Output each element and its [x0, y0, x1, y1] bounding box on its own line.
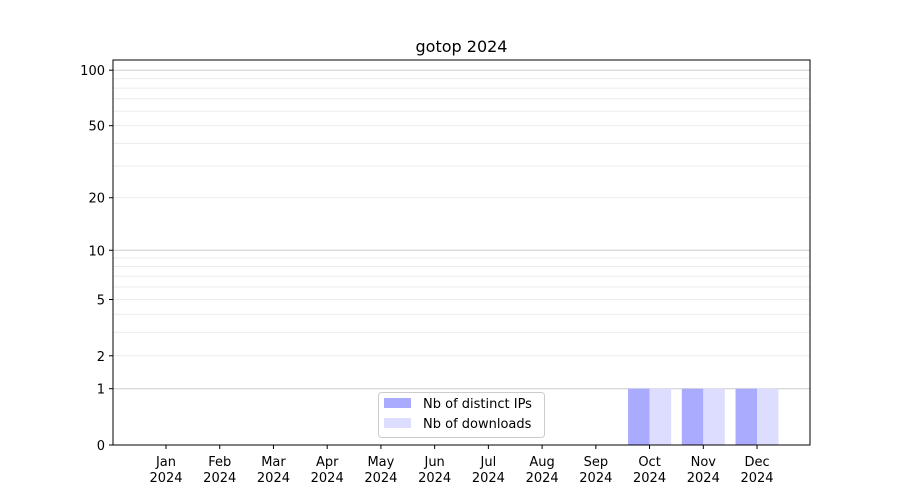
legend-label: Nb of downloads: [423, 417, 532, 432]
y-tick-label: 50: [88, 120, 105, 135]
x-tick-label: Jun 2024: [418, 455, 451, 486]
bar-downloads: [649, 388, 672, 445]
y-tick-label: 1: [97, 383, 105, 398]
bar-distinct-ips: [681, 388, 704, 445]
y-axis: 0 1 2 5 10 20 50 100: [80, 64, 113, 454]
y-tick-label: 20: [88, 192, 105, 207]
y-tick-label: 5: [97, 293, 105, 308]
y-tick-label: 2: [97, 350, 105, 365]
bar-downloads: [757, 388, 779, 445]
bar-distinct-ips: [628, 388, 650, 445]
bar-downloads: [703, 388, 725, 445]
x-tick-label: May 2024: [364, 455, 397, 486]
x-tick-label: Aug 2024: [526, 455, 559, 486]
legend-swatch: [384, 398, 411, 408]
x-tick-label: Sep 2024: [579, 455, 612, 486]
x-tick-label: Jul 2024: [472, 455, 505, 486]
x-tick-label: Apr 2024: [311, 455, 344, 486]
grid: [113, 69, 810, 390]
y-tick-label: 0: [97, 439, 105, 454]
x-axis: Jan 2024 Feb 2024 Mar 2024 Apr 2024 May 2024 Jun 20…: [149, 445, 774, 486]
y-tick-label: 100: [80, 64, 105, 79]
legend: Nb of distinct IPs Nb of downloads: [378, 392, 545, 438]
x-tick-label: Nov 2024: [687, 455, 720, 486]
bar-distinct-ips: [735, 388, 758, 445]
chart-title: gotop 2024: [416, 37, 508, 56]
x-tick-label: Oct 2024: [633, 455, 666, 486]
x-tick-label: Mar 2024: [257, 455, 290, 486]
legend-box: [378, 392, 545, 438]
x-tick-label: Jan 2024: [149, 455, 182, 486]
x-tick-label: Feb 2024: [203, 455, 236, 486]
plot-frame: [112, 59, 811, 446]
y-tick-label: 10: [88, 244, 105, 259]
legend-label: Nb of distinct IPs: [423, 397, 532, 412]
x-tick-label: Dec 2024: [740, 455, 773, 486]
bars: [628, 388, 779, 445]
legend-swatch: [384, 418, 411, 428]
